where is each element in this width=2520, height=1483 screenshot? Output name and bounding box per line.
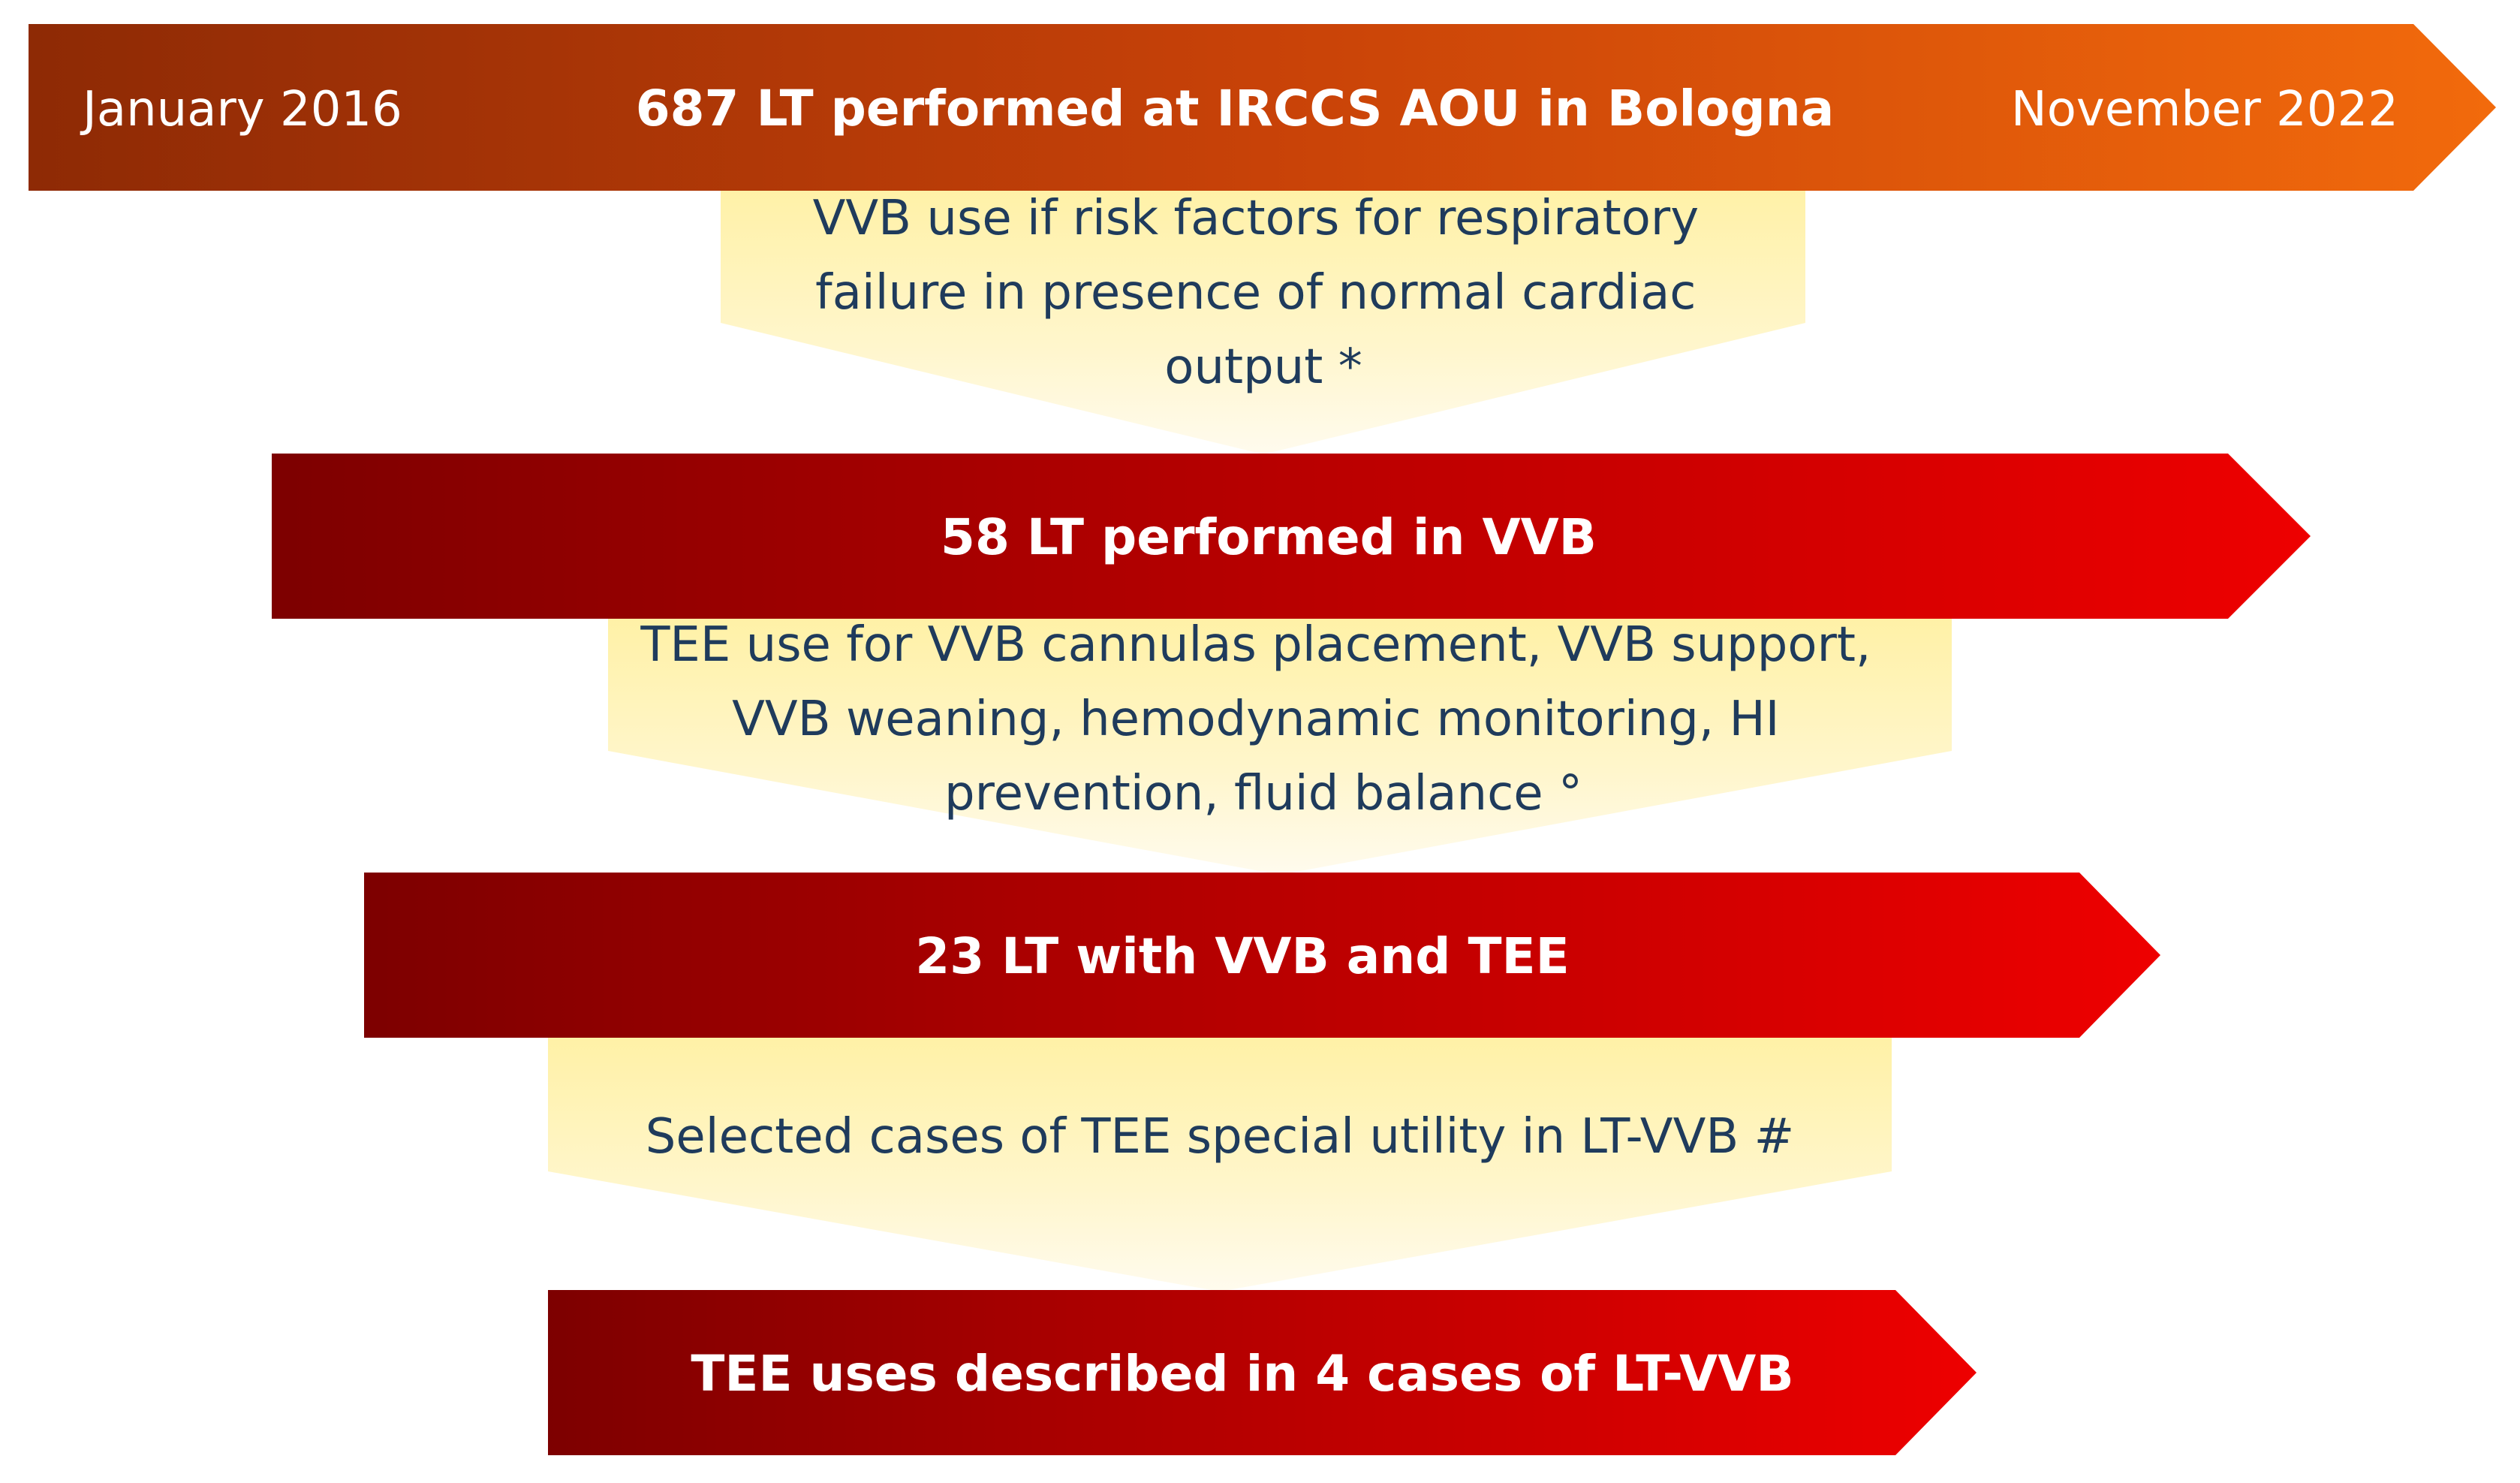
stage-arrow-3: TEE uses described in 4 cases of LT-VVB	[548, 1290, 1977, 1455]
criteria-funnel-2-text: TEE use for VVB cannulas placement, VVB …	[640, 617, 1886, 821]
criteria-line: Selected cases of TEE special utility in…	[646, 1109, 1794, 1165]
criteria-funnel-2-shape	[608, 616, 1952, 875]
criteria-line: output *	[1164, 339, 1362, 395]
criteria-funnel-1-text: VVB use if risk factors for respiratory …	[813, 191, 1715, 395]
criteria-funnel-1: VVB use if risk factors for respiratory …	[721, 184, 1805, 454]
criteria-funnel-2: TEE use for VVB cannulas placement, VVB …	[608, 616, 1952, 875]
criteria-funnel-3-shape	[548, 1036, 1892, 1292]
stage-arrow-3-shape	[548, 1290, 1977, 1455]
stage-arrow-2-shape	[364, 873, 2160, 1038]
criteria-line: failure in presence of normal cardiac	[815, 265, 1696, 321]
timeline-start-label: January 2016	[80, 82, 402, 137]
criteria-funnel-3-text: Selected cases of TEE special utility in…	[646, 1109, 1794, 1165]
stage-arrow-1-shape	[272, 454, 2311, 619]
criteria-line: prevention, fluid balance °	[944, 766, 1582, 821]
stage-arrow-3-label: TEE uses described in 4 cases of LT-VVB	[691, 1345, 1793, 1403]
stage-arrow-1-label: 58 LT performed in VVB	[941, 508, 1597, 566]
criteria-line: VVB weaning, hemodynamic monitoring, HI	[732, 692, 1779, 747]
timeline-arrow-shape	[29, 24, 2496, 191]
criteria-line: TEE use for VVB cannulas placement, VVB …	[640, 617, 1871, 673]
timeline-end-label: November 2022	[2011, 82, 2398, 137]
criteria-funnel-1-shape	[721, 184, 1805, 454]
stage-arrow-2: 23 LT with VVB and TEE	[364, 873, 2160, 1038]
criteria-line: VVB use if risk factors for respiratory	[813, 191, 1699, 246]
stage-arrow-2-label: 23 LT with VVB and TEE	[915, 927, 1569, 985]
timeline-arrow: January 2016 687 LT performed at IRCCS A…	[29, 24, 2496, 191]
criteria-funnel-3: Selected cases of TEE special utility in…	[548, 1036, 1892, 1292]
timeline-title: 687 LT performed at IRCCS AOU in Bologna	[636, 80, 1835, 137]
stage-arrow-1: 58 LT performed in VVB	[272, 454, 2311, 619]
